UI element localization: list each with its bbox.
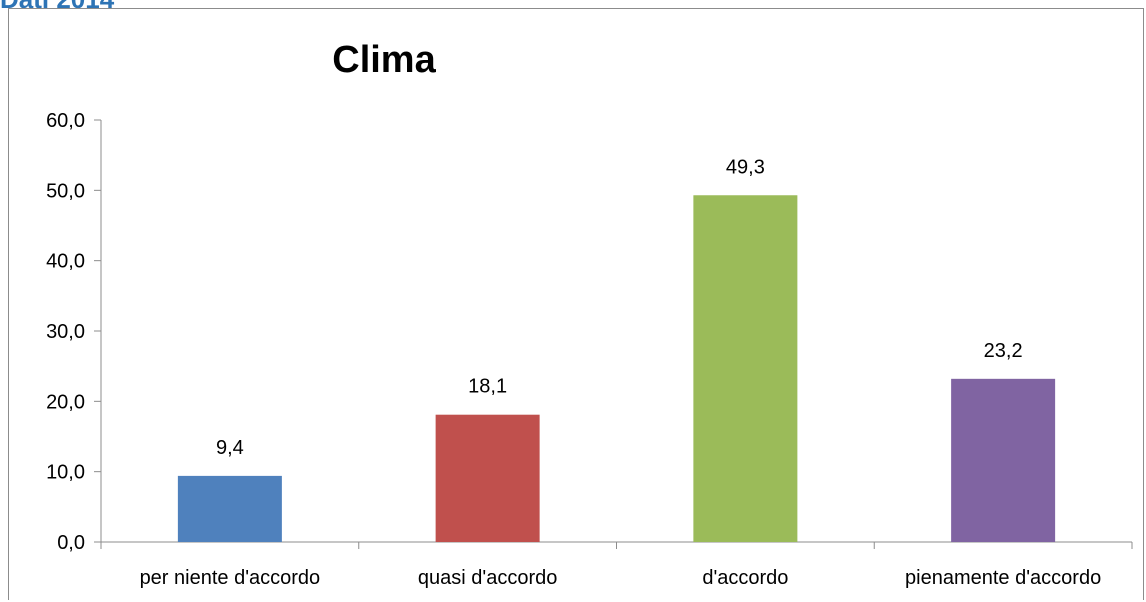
y-tick-label: 30,0	[46, 321, 85, 343]
chart-frame	[8, 8, 1144, 600]
chart-title: Clima	[332, 39, 436, 81]
page-heading: Dati 2014	[0, 0, 114, 12]
data-label: 49,3	[726, 156, 765, 178]
bar	[435, 414, 540, 542]
x-tick-label: per niente d'accordo	[140, 567, 321, 589]
bar	[951, 378, 1056, 542]
data-label: 23,2	[984, 340, 1023, 362]
data-labels: 9,4 18,1 49,3 23,2	[216, 156, 1023, 459]
y-tick-label: 20,0	[46, 391, 85, 413]
x-tick-label: quasi d'accordo	[418, 567, 557, 589]
data-label: 9,4	[216, 437, 244, 459]
bars	[177, 195, 1056, 543]
x-tick-label: d'accordo	[702, 567, 788, 589]
x-axis	[100, 541, 1133, 549]
data-label: 18,1	[468, 376, 507, 398]
x-tick-labels: per niente d'accordo quasi d'accordo d'acc…	[140, 567, 1102, 589]
y-tick-label: 0,0	[57, 532, 85, 554]
y-tick-label: 10,0	[46, 462, 85, 484]
bar	[177, 475, 282, 542]
x-tick-label: pienamente d'accordo	[905, 567, 1101, 589]
y-tick-label: 40,0	[46, 251, 85, 273]
y-tick-label: 50,0	[46, 180, 85, 202]
y-axis: 0,0 10,0 20,0 30,0 40,0 50,0 60,0	[46, 110, 102, 554]
bar	[693, 195, 798, 543]
y-tick-label: 60,0	[46, 110, 85, 132]
